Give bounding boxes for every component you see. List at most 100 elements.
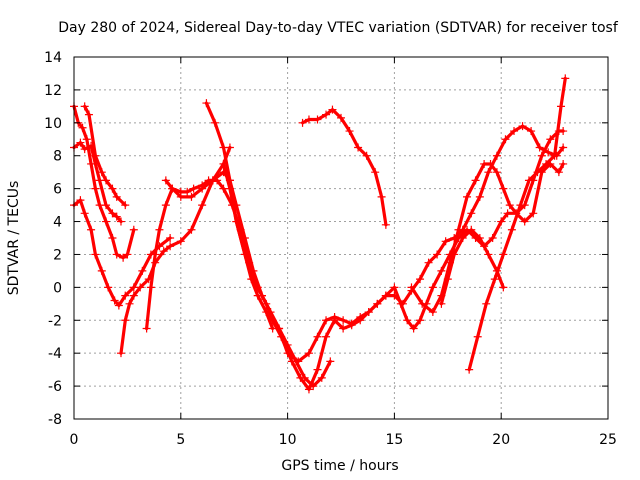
data-point (138, 266, 147, 275)
data-point (471, 176, 480, 185)
data-point (546, 135, 555, 144)
data-point (121, 291, 130, 300)
data-point (198, 184, 207, 193)
data-point (488, 234, 497, 242)
data-point (416, 316, 425, 325)
data-point (232, 217, 241, 226)
data-point (104, 283, 113, 292)
data-point (253, 291, 262, 300)
y-tick-label: -2 (48, 313, 62, 329)
series-arc-10 (298, 105, 390, 229)
data-point (84, 110, 93, 119)
data-point (409, 324, 418, 333)
data-point (78, 123, 87, 132)
data-point (189, 184, 198, 193)
data-point (166, 242, 175, 251)
data-point (330, 312, 339, 321)
series-line (467, 76, 567, 372)
data-point (80, 145, 89, 154)
data-point (450, 250, 459, 259)
data-series (70, 74, 570, 394)
data-point (520, 217, 529, 226)
data-point (475, 192, 484, 201)
data-point (112, 192, 121, 201)
series-arc-4 (70, 196, 175, 310)
data-point (225, 184, 234, 193)
data-point (300, 373, 309, 382)
data-point (356, 312, 365, 321)
data-point (108, 184, 117, 193)
data-point (129, 291, 138, 300)
x-tick-label: 5 (176, 432, 185, 448)
data-point (313, 365, 322, 374)
data-point (97, 266, 106, 275)
data-point (142, 324, 151, 333)
data-point (441, 237, 450, 246)
data-point (210, 118, 219, 127)
data-point (309, 382, 318, 391)
data-point (559, 143, 568, 152)
data-point (458, 234, 467, 242)
data-point (550, 151, 559, 160)
x-axis-label: GPS time / hours (281, 458, 398, 474)
data-point (161, 201, 170, 210)
y-tick-label: 14 (44, 50, 62, 66)
data-point (518, 122, 527, 131)
data-point (507, 225, 516, 234)
y-tick-label: 4 (53, 215, 62, 231)
series-line (204, 101, 332, 388)
data-point (465, 365, 474, 374)
data-point (381, 220, 390, 229)
data-point (159, 247, 168, 256)
data-point (403, 316, 412, 325)
data-point (503, 209, 512, 218)
x-tick-label: 15 (385, 432, 403, 448)
data-point (492, 266, 501, 275)
data-point (322, 110, 331, 119)
data-point (554, 168, 563, 177)
data-point (390, 283, 399, 292)
data-point (219, 143, 228, 152)
data-point (283, 340, 292, 349)
y-tick-label: 12 (44, 83, 62, 99)
data-point (381, 291, 390, 300)
data-point (339, 316, 348, 325)
data-point (161, 176, 170, 185)
data-point (424, 258, 433, 267)
data-point (82, 135, 91, 144)
data-point (499, 283, 508, 292)
data-point (91, 250, 100, 259)
data-point (146, 283, 155, 292)
series-line (221, 162, 275, 331)
data-point (354, 143, 363, 152)
data-point (114, 301, 123, 310)
data-point (119, 253, 128, 262)
data-point (339, 324, 348, 333)
data-point (155, 225, 164, 234)
x-tick-label: 0 (70, 432, 79, 448)
data-point (268, 324, 277, 333)
data-point (501, 135, 510, 144)
data-point (364, 308, 373, 317)
data-point (418, 299, 427, 308)
data-point (116, 349, 125, 358)
y-tick-label: -6 (48, 379, 62, 395)
data-point (454, 225, 463, 234)
data-point (492, 151, 501, 160)
y-tick-label: 8 (53, 149, 62, 165)
data-point (484, 168, 493, 177)
data-point (443, 275, 452, 284)
data-point (326, 357, 335, 366)
data-point (524, 176, 533, 185)
data-point (486, 159, 495, 168)
y-tick-label: -4 (48, 346, 62, 362)
data-point (535, 143, 544, 152)
data-point (76, 196, 85, 205)
data-point (121, 316, 130, 325)
data-point (168, 184, 177, 193)
data-point (510, 127, 519, 136)
data-point (313, 332, 322, 341)
data-point (262, 308, 271, 317)
data-point (527, 127, 536, 136)
data-point (475, 234, 484, 242)
